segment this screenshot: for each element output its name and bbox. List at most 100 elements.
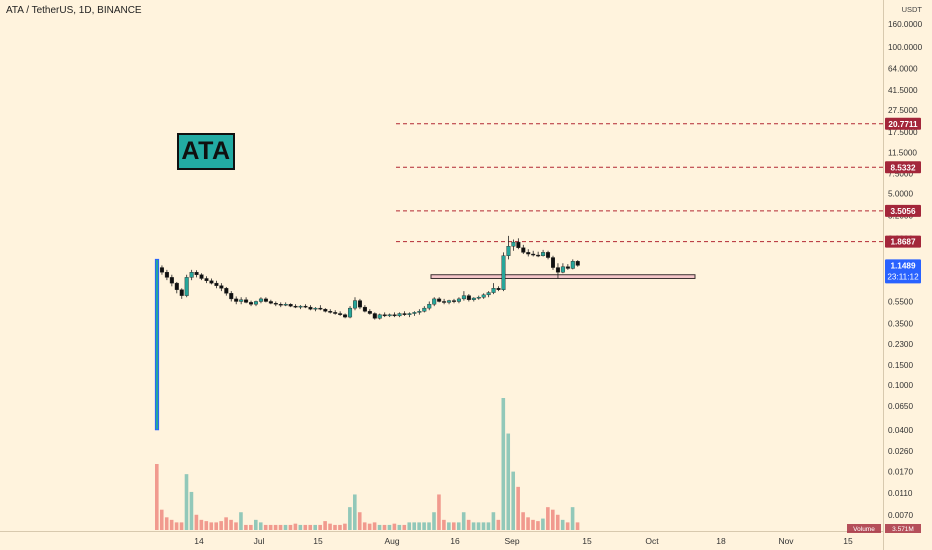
- candle-body: [546, 252, 551, 258]
- support-zone-box: [430, 274, 696, 279]
- candle-body: [417, 311, 422, 313]
- price-axis-tick: 11.5000: [888, 149, 917, 158]
- candle-body: [303, 305, 308, 308]
- volume-bar: [526, 517, 530, 530]
- volume-bar: [471, 522, 476, 530]
- candle-body: [209, 280, 214, 284]
- volume-bar: [353, 494, 357, 530]
- candle-body: [239, 299, 244, 302]
- price-axis-tick: 41.5000: [888, 86, 918, 95]
- bar-countdown-label: 23:11:12: [887, 272, 919, 281]
- level-price-label: 1.8687: [890, 238, 915, 247]
- level-price-label-bg: [885, 204, 921, 217]
- volume-bar: [348, 507, 352, 530]
- volume-bar: [382, 524, 387, 530]
- level-price-label: 8.5332: [890, 163, 915, 172]
- volume-bar: [437, 494, 441, 530]
- volume-bar: [288, 524, 293, 530]
- time-axis-tick: Oct: [645, 536, 659, 546]
- price-axis-tick: 5.0000: [888, 189, 913, 198]
- candle-body: [427, 304, 432, 309]
- candle-body: [214, 282, 219, 286]
- candle-body: [298, 305, 303, 308]
- candle-body: [333, 312, 338, 314]
- candle-body: [531, 253, 536, 256]
- volume-bar: [536, 521, 540, 530]
- candle-body: [392, 314, 397, 317]
- candle-body: [293, 305, 298, 308]
- volume-bar: [476, 522, 481, 530]
- price-axis-tick: 64.0000: [888, 65, 918, 74]
- volume-bar: [155, 464, 159, 530]
- volume-bar: [189, 491, 194, 530]
- price-axis-tick: 0.3500: [888, 320, 913, 329]
- candle-body: [184, 277, 189, 296]
- candle-body: [174, 282, 179, 290]
- volume-bar: [491, 512, 496, 530]
- volume-bar: [169, 519, 174, 530]
- volume-bar: [333, 524, 337, 530]
- candle-body: [481, 294, 486, 298]
- volume-bar: [357, 512, 362, 530]
- volume-bar: [555, 514, 560, 530]
- time-axis-tick: 15: [843, 536, 853, 546]
- candle-body: [471, 297, 476, 300]
- time-axis-tick: 18: [716, 536, 726, 546]
- volume-bar: [293, 523, 298, 530]
- candle-body: [397, 313, 402, 317]
- time-axis-tick: Aug: [384, 536, 399, 546]
- volume-bar: [204, 521, 209, 530]
- candle-body: [456, 298, 461, 302]
- volume-bar: [224, 517, 228, 530]
- volume-bar: [377, 524, 382, 530]
- volume-bar: [466, 519, 471, 530]
- candle-body: [461, 295, 466, 300]
- volume-bar: [570, 507, 575, 530]
- volume-bar: [417, 522, 421, 530]
- candle-body: [169, 277, 174, 284]
- candle-body: [253, 301, 258, 305]
- candle-body: [204, 278, 209, 281]
- volume-bar: [531, 519, 535, 530]
- time-axis-tick: 16: [450, 536, 460, 546]
- candle-body: [179, 289, 184, 296]
- volume-bar: [313, 524, 317, 530]
- candle-body: [278, 304, 283, 306]
- candle-body: [466, 295, 471, 300]
- candle-body: [288, 304, 293, 307]
- volume-bar: [402, 524, 407, 530]
- volume-bar: [387, 524, 392, 530]
- volume-bar: [452, 522, 456, 530]
- price-axis-tick: 17.5000: [888, 128, 918, 137]
- price-axis-tick: 0.0260: [888, 447, 913, 456]
- candle-body: [224, 288, 229, 294]
- volume-bar: [239, 512, 243, 530]
- candle-body: [229, 293, 234, 300]
- volume-bar: [323, 521, 327, 530]
- volume-bar: [343, 523, 347, 530]
- volume-bar: [219, 521, 223, 530]
- volume-bar: [174, 522, 179, 530]
- candle-body: [575, 261, 580, 266]
- volume-bar: [159, 509, 164, 530]
- candle-body: [268, 301, 273, 304]
- candle-body: [555, 267, 560, 273]
- volume-bar: [303, 524, 308, 530]
- volume-bar: [427, 522, 431, 530]
- volume-value-label: 3.571M: [892, 526, 914, 533]
- candle-body: [219, 285, 224, 289]
- candle-body: [541, 252, 546, 256]
- time-axis-tick: Sep: [504, 536, 519, 546]
- volume-bar: [263, 524, 268, 530]
- volume-bar: [184, 474, 189, 530]
- price-axis-tick: 0.1500: [888, 361, 913, 370]
- candle-body: [496, 288, 501, 290]
- volume-bar: [392, 523, 397, 530]
- candle-body: [372, 313, 377, 319]
- price-axis-tick: 7.5000: [888, 170, 913, 179]
- candle-body: [402, 313, 407, 315]
- time-axis-tick: 14: [194, 536, 204, 546]
- volume-bar: [511, 471, 515, 530]
